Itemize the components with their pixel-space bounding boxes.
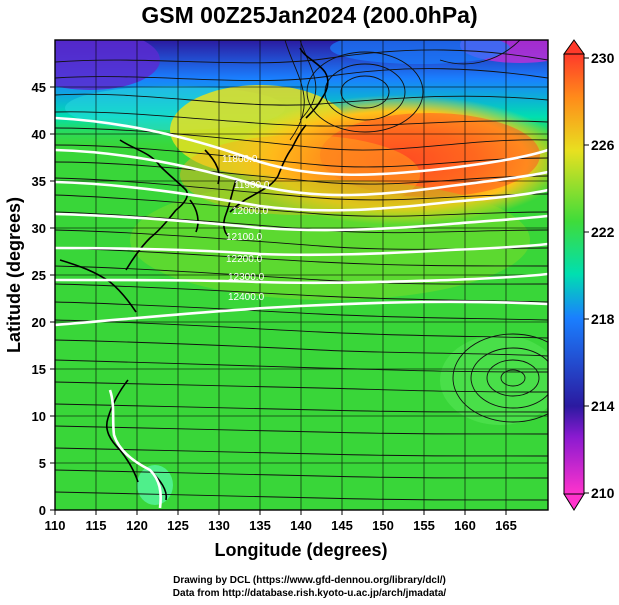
y-tick-label: 15 <box>32 362 46 377</box>
credits: Drawing by DCL (https://www.gfd-dennou.o… <box>0 574 619 600</box>
wind-streamlines <box>55 40 548 501</box>
y-tick-label: 40 <box>32 127 46 142</box>
x-tick-label: 115 <box>86 518 107 533</box>
x-tick-label: 120 <box>126 518 148 533</box>
x-tick-label: 160 <box>454 518 476 533</box>
x-axis: 110 115 120 125 130 135 140 145 150 155 … <box>45 510 517 560</box>
contour-label-12000: 12000.0 <box>232 206 269 217</box>
x-tick-label: 155 <box>413 518 435 533</box>
y-tick-label: 5 <box>39 456 46 471</box>
colorbar-label: 214 <box>591 398 615 414</box>
x-tick-label: 140 <box>290 518 312 533</box>
y-tick-label: 45 <box>32 80 46 95</box>
credit-line-data: Data from http://database.rish.kyoto-u.a… <box>172 588 447 599</box>
colorbar-gradient <box>563 53 585 495</box>
y-tick-label: 30 <box>32 221 46 236</box>
x-axis-label: Longitude (degrees) <box>214 540 387 560</box>
colorbar-min-arrow <box>563 493 585 511</box>
y-tick-label: 0 <box>39 503 46 518</box>
contour-label-11800: 11800.0 <box>222 154 258 165</box>
y-tick-label: 20 <box>32 315 46 330</box>
grid-lines <box>55 40 548 510</box>
colorbar-label: 230 <box>591 50 615 66</box>
contour-label-12300: 12300.0 <box>228 272 265 283</box>
credit-line-drawing: Drawing by DCL (https://www.gfd-dennou.o… <box>173 575 446 586</box>
x-tick-label: 165 <box>495 518 517 533</box>
y-axis: 0 5 10 15 20 25 30 35 40 45 Latitude (de… <box>4 80 55 518</box>
contour-label-11900: 11900.0 <box>234 180 270 191</box>
colorbar-label: 226 <box>591 137 615 153</box>
x-tick-label: 110 <box>45 518 66 533</box>
colorbar: 230 226 222 218 214 210 <box>563 39 615 511</box>
x-tick-label: 125 <box>167 518 189 533</box>
x-tick-label: 145 <box>331 518 353 533</box>
x-tick-label: 135 <box>249 518 271 533</box>
x-tick-label: 130 <box>208 518 230 533</box>
y-tick-label: 25 <box>32 268 46 283</box>
height-contours <box>55 116 548 509</box>
colorbar-max-arrow <box>563 39 585 55</box>
y-tick-label: 35 <box>32 174 46 189</box>
y-tick-label: 10 <box>32 409 46 424</box>
x-tick-label: 150 <box>372 518 394 533</box>
colorbar-label: 210 <box>591 485 615 501</box>
temperature-field <box>55 40 548 510</box>
contour-labels: 11800.0 11900.0 12000.0 12100.0 12200.0 … <box>222 154 270 303</box>
colorbar-label: 222 <box>591 224 615 240</box>
colorbar-label: 218 <box>591 311 615 327</box>
y-axis-label: Latitude (degrees) <box>4 197 24 353</box>
contour-label-12200: 12200.0 <box>226 254 263 265</box>
contour-label-12100: 12100.0 <box>226 232 263 243</box>
contour-label-12400: 12400.0 <box>228 292 265 303</box>
chart-title: GSM 00Z25Jan2024 (200.0hPa) <box>141 2 478 28</box>
